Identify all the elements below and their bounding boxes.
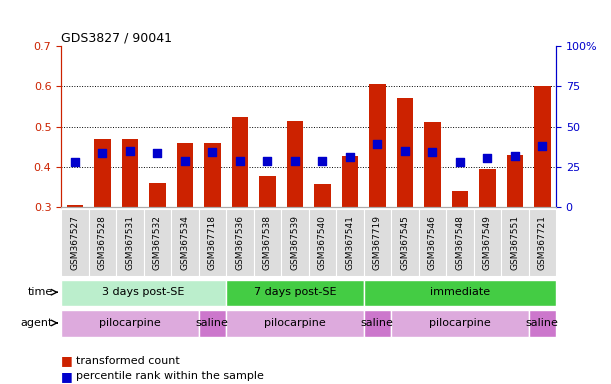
Text: GSM367528: GSM367528 [98,215,107,270]
FancyBboxPatch shape [529,209,556,276]
Bar [424,122,441,207]
Text: ■: ■ [61,354,73,367]
FancyBboxPatch shape [171,209,199,276]
Point [207,149,218,155]
Text: GSM367527: GSM367527 [70,215,79,270]
FancyBboxPatch shape [501,209,529,276]
FancyBboxPatch shape [199,310,226,337]
Bar [232,117,248,207]
FancyBboxPatch shape [336,209,364,276]
FancyBboxPatch shape [226,310,364,337]
FancyBboxPatch shape [281,209,309,276]
FancyBboxPatch shape [89,209,116,276]
Text: time: time [27,287,53,297]
Text: GSM367546: GSM367546 [428,215,437,270]
FancyBboxPatch shape [364,310,391,337]
Text: GSM367545: GSM367545 [400,215,409,270]
FancyBboxPatch shape [446,209,474,276]
FancyBboxPatch shape [419,209,446,276]
Point [427,149,437,155]
FancyBboxPatch shape [309,209,336,276]
Point [263,158,273,164]
Point [400,148,409,154]
Point [318,158,327,164]
Bar [94,139,111,207]
FancyBboxPatch shape [364,280,556,306]
Point [235,157,244,164]
Text: GSM367540: GSM367540 [318,215,327,270]
Text: pilocarpine: pilocarpine [264,318,326,328]
Point [482,155,492,161]
Bar [397,98,413,207]
Text: pilocarpine: pilocarpine [429,318,491,328]
Point [373,141,382,147]
Text: GDS3827 / 90041: GDS3827 / 90041 [61,32,172,45]
Text: 7 days post-SE: 7 days post-SE [254,287,336,297]
FancyBboxPatch shape [199,209,226,276]
Text: saline: saline [196,318,229,328]
Point [180,157,189,164]
FancyBboxPatch shape [254,209,281,276]
Bar [259,176,276,207]
Point [290,157,300,164]
Text: 3 days post-SE: 3 days post-SE [103,287,185,297]
Point [153,150,163,156]
FancyBboxPatch shape [226,209,254,276]
Point [70,159,79,165]
Point [125,148,134,154]
FancyBboxPatch shape [391,209,419,276]
Bar [479,169,496,207]
Text: GSM367539: GSM367539 [290,215,299,270]
Bar [204,143,221,207]
FancyBboxPatch shape [474,209,501,276]
Text: GSM367549: GSM367549 [483,215,492,270]
Bar [287,121,303,207]
Point [538,142,547,149]
FancyBboxPatch shape [116,209,144,276]
FancyBboxPatch shape [529,310,556,337]
Text: GSM367531: GSM367531 [125,215,134,270]
Point [455,159,464,165]
Bar [67,205,83,207]
Bar [177,143,193,207]
Text: GSM367721: GSM367721 [538,215,547,270]
Text: GSM367718: GSM367718 [208,215,217,270]
Bar [314,184,331,207]
Text: GSM367534: GSM367534 [180,215,189,270]
Bar [149,183,166,207]
Text: GSM367551: GSM367551 [510,215,519,270]
Text: saline: saline [526,318,558,328]
Point [345,154,354,160]
Bar [507,155,523,207]
Bar [452,191,468,207]
FancyBboxPatch shape [364,209,391,276]
Bar [122,139,138,207]
Text: saline: saline [361,318,393,328]
Bar [369,84,386,207]
Text: GSM367548: GSM367548 [455,215,464,270]
FancyBboxPatch shape [391,310,529,337]
Bar [342,156,358,207]
FancyBboxPatch shape [226,280,364,306]
Bar [534,86,551,207]
FancyBboxPatch shape [61,280,226,306]
Text: GSM367532: GSM367532 [153,215,162,270]
Text: GSM367536: GSM367536 [235,215,244,270]
Point [510,153,519,159]
Text: ■: ■ [61,370,73,383]
Text: GSM367541: GSM367541 [345,215,354,270]
FancyBboxPatch shape [61,209,89,276]
Text: GSM367538: GSM367538 [263,215,272,270]
FancyBboxPatch shape [61,310,199,337]
Text: pilocarpine: pilocarpine [99,318,161,328]
Text: GSM367719: GSM367719 [373,215,382,270]
FancyBboxPatch shape [144,209,171,276]
Text: percentile rank within the sample: percentile rank within the sample [76,371,264,381]
Text: agent: agent [21,318,53,328]
Point [98,150,108,156]
Text: immediate: immediate [430,287,490,297]
Text: transformed count: transformed count [76,356,180,366]
